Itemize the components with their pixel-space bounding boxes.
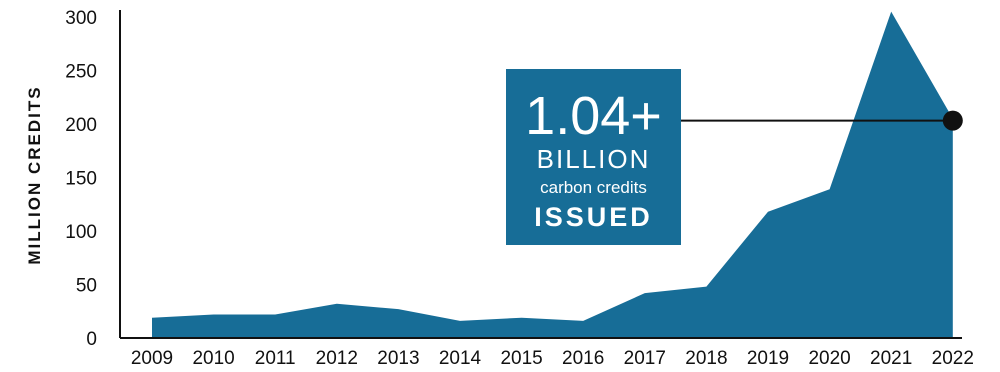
area-series — [152, 11, 953, 338]
x-tick-labels: 2009 2010 2011 2012 2013 2014 2015 2016 2017 2018… — [131, 348, 974, 369]
area-layer — [152, 11, 953, 338]
x-tick-label: 2012 — [316, 348, 358, 369]
x-tick-label: 2022 — [932, 348, 974, 369]
x-tick-label: 2020 — [808, 348, 850, 369]
y-axis-title: MILLION CREDITS — [25, 85, 44, 264]
callout-unit: BILLION — [537, 144, 651, 174]
y-tick-labels: 0 50 100 150 200 250 300 — [65, 8, 97, 350]
axes — [119, 10, 962, 339]
callout-value: 1.04+ — [525, 86, 662, 146]
x-tick-label: 2010 — [192, 348, 234, 369]
x-tick-label: 2017 — [624, 348, 666, 369]
x-tick-label: 2021 — [870, 348, 912, 369]
y-tick-label: 300 — [65, 8, 97, 29]
x-tick-label: 2015 — [500, 348, 542, 369]
y-tick-label: 150 — [65, 169, 97, 190]
x-tick-label: 2013 — [377, 348, 419, 369]
annotation: 1.04+ BILLION carbon credits ISSUED — [506, 69, 963, 245]
y-tick-label: 200 — [65, 115, 97, 136]
y-tick-label: 100 — [65, 222, 97, 243]
y-tick-label: 50 — [76, 276, 97, 297]
x-tick-label: 2016 — [562, 348, 604, 369]
x-tick-label: 2009 — [131, 348, 173, 369]
y-tick-label: 250 — [65, 62, 97, 83]
x-tick-label: 2011 — [255, 348, 296, 369]
x-tick-label: 2018 — [685, 348, 727, 369]
callout-box — [506, 69, 681, 245]
x-tick-label: 2014 — [439, 348, 482, 369]
y-tick-label: 0 — [86, 329, 97, 350]
leader-dot — [942, 110, 963, 131]
callout-description: carbon credits — [540, 178, 647, 197]
x-tick-label: 2019 — [747, 348, 789, 369]
callout-status: ISSUED — [534, 202, 653, 232]
